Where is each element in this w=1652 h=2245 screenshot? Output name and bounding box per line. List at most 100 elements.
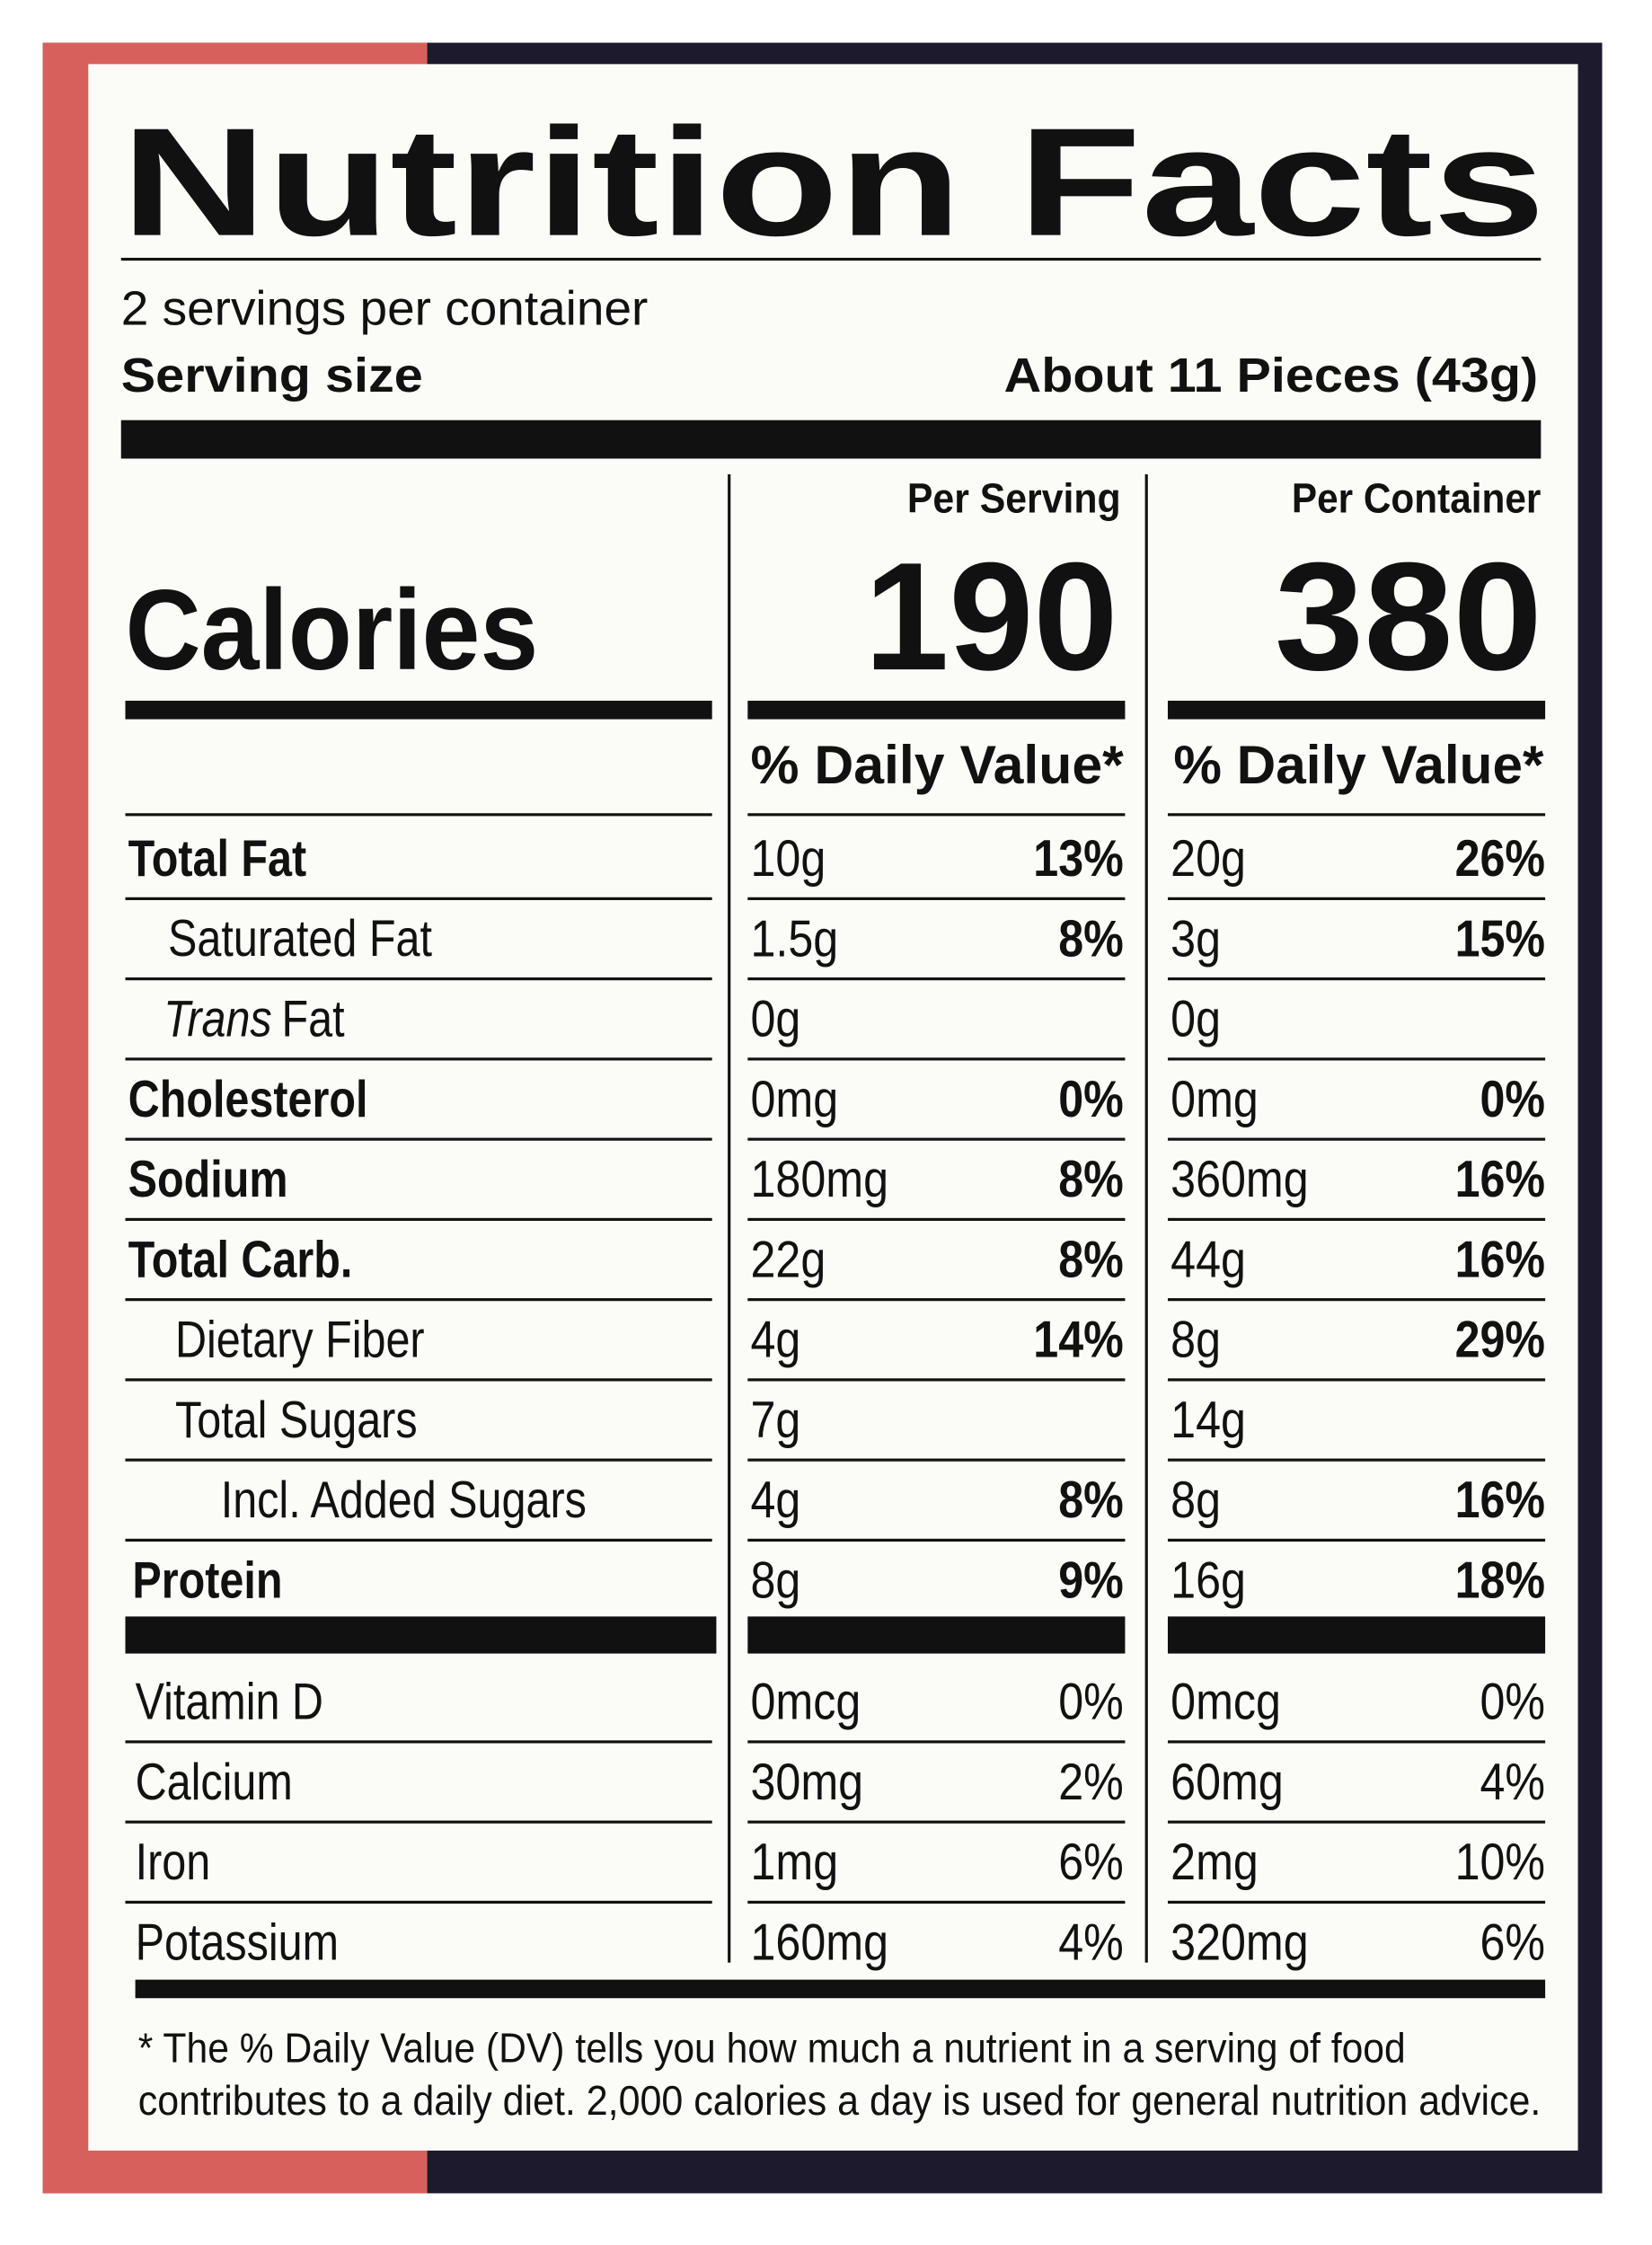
daily-value: 0% — [1480, 1674, 1546, 1731]
rule — [1167, 1458, 1546, 1462]
rule — [747, 897, 1126, 900]
rule — [125, 701, 712, 720]
nutrient-label: Iron — [136, 1834, 211, 1891]
rule — [1167, 1217, 1546, 1221]
amount: 0g — [1171, 991, 1221, 1048]
rule — [125, 1740, 712, 1744]
daily-value: 6% — [1058, 1834, 1124, 1891]
daily-value: 2% — [1058, 1754, 1124, 1811]
serving-size-label: Serving size — [121, 349, 423, 402]
calories-label: Calories — [126, 566, 539, 694]
rule — [135, 1979, 1546, 1999]
rule — [747, 1740, 1126, 1744]
rule — [120, 257, 1542, 261]
rule — [747, 701, 1126, 720]
amount: 1.5g — [750, 910, 838, 968]
label-panel — [88, 64, 1578, 2151]
daily-value: 4% — [1058, 1914, 1124, 1971]
column-header: Per Serving — [907, 475, 1121, 522]
daily-value: 13% — [1033, 830, 1124, 888]
rule — [747, 977, 1126, 981]
amount: 10g — [750, 830, 826, 888]
rule — [747, 1217, 1126, 1221]
calories-value: 190 — [864, 531, 1118, 703]
nutrient-label-text: Fat — [281, 991, 344, 1048]
nutrient-label: Trans Fat — [163, 991, 345, 1048]
rule — [125, 1900, 712, 1904]
rule — [747, 1378, 1126, 1382]
rule — [1167, 1820, 1546, 1824]
nutrient-label: Sodium — [128, 1151, 288, 1208]
rule — [1167, 1137, 1546, 1141]
daily-value: 0% — [1058, 1674, 1124, 1731]
daily-value: 6% — [1480, 1914, 1546, 1971]
daily-value: 8% — [1058, 1472, 1124, 1529]
nutrient-label: Total Fat — [128, 830, 306, 888]
nutrient-label-text: Saturated Fat — [168, 911, 432, 968]
rule — [125, 1057, 712, 1061]
nutrient-label-text: Iron — [136, 1834, 211, 1891]
rule — [1167, 1740, 1546, 1744]
daily-value: 16% — [1455, 1472, 1546, 1529]
rule — [747, 1820, 1126, 1824]
thick-rule — [120, 420, 1542, 459]
column-divider — [1144, 473, 1148, 1963]
nutrient-label-italic: Trans — [163, 991, 271, 1048]
amount: 20g — [1171, 830, 1246, 888]
nutrient-label: Saturated Fat — [168, 911, 432, 968]
dv-header: % Daily Value* — [750, 734, 1124, 795]
daily-value: 8% — [1058, 1231, 1124, 1288]
amount: 320mg — [1171, 1914, 1309, 1971]
nutrient-label-text: Protein — [132, 1552, 282, 1610]
amount: 0mg — [750, 1071, 838, 1128]
rule — [1167, 813, 1546, 817]
daily-value: 8% — [1058, 1151, 1124, 1208]
nutrient-label: Protein — [132, 1552, 282, 1610]
nutrient-label-text: Dietary Fiber — [175, 1312, 425, 1369]
nutrient-label-text: Vitamin D — [136, 1674, 323, 1731]
amount: 8g — [1171, 1312, 1221, 1369]
rule — [747, 1057, 1126, 1061]
servings: 2 servings per container — [121, 281, 649, 335]
column-header: Per Container — [1292, 475, 1542, 522]
rule — [1167, 1298, 1546, 1302]
amount: 7g — [750, 1392, 800, 1449]
nutrient-label-text: Potassium — [136, 1914, 339, 1972]
thick-rule — [125, 1616, 717, 1654]
amount: 30mg — [750, 1754, 863, 1811]
amount: 160mg — [750, 1914, 888, 1971]
rule — [125, 1298, 712, 1302]
daily-value: 0% — [1058, 1071, 1124, 1128]
amount: 0g — [750, 991, 800, 1048]
rule — [125, 1378, 712, 1382]
rule — [125, 1458, 712, 1462]
rule — [125, 813, 712, 817]
rule — [1167, 977, 1546, 981]
rule — [747, 1538, 1126, 1542]
amount: 22g — [750, 1231, 826, 1288]
title: Nutrition Facts — [121, 97, 1545, 269]
daily-value: 4% — [1480, 1754, 1546, 1811]
rule — [1167, 1538, 1546, 1542]
nutrient-label-text: Calcium — [136, 1754, 293, 1811]
daily-value: 16% — [1455, 1151, 1546, 1208]
amount: 3g — [1171, 910, 1221, 968]
thick-rule — [747, 1616, 1126, 1654]
amount: 8g — [750, 1551, 800, 1609]
daily-value: 29% — [1455, 1312, 1546, 1369]
rule — [1167, 1900, 1546, 1904]
nutrient-label: Vitamin D — [136, 1674, 323, 1731]
amount: 4g — [750, 1472, 800, 1529]
nutrient-label-text: Cholesterol — [128, 1071, 368, 1128]
amount: 360mg — [1171, 1151, 1309, 1208]
nutrient-label-text: Total Sugars — [175, 1392, 418, 1449]
rule — [125, 1538, 712, 1542]
nutrient-label: Calcium — [136, 1754, 293, 1811]
rule — [125, 1217, 712, 1221]
nutrient-label: Incl. Added Sugars — [221, 1472, 587, 1529]
calories-value: 380 — [1275, 531, 1542, 703]
daily-value: 8% — [1058, 910, 1124, 968]
nutrient-label-text: Total Carb. — [128, 1232, 353, 1289]
